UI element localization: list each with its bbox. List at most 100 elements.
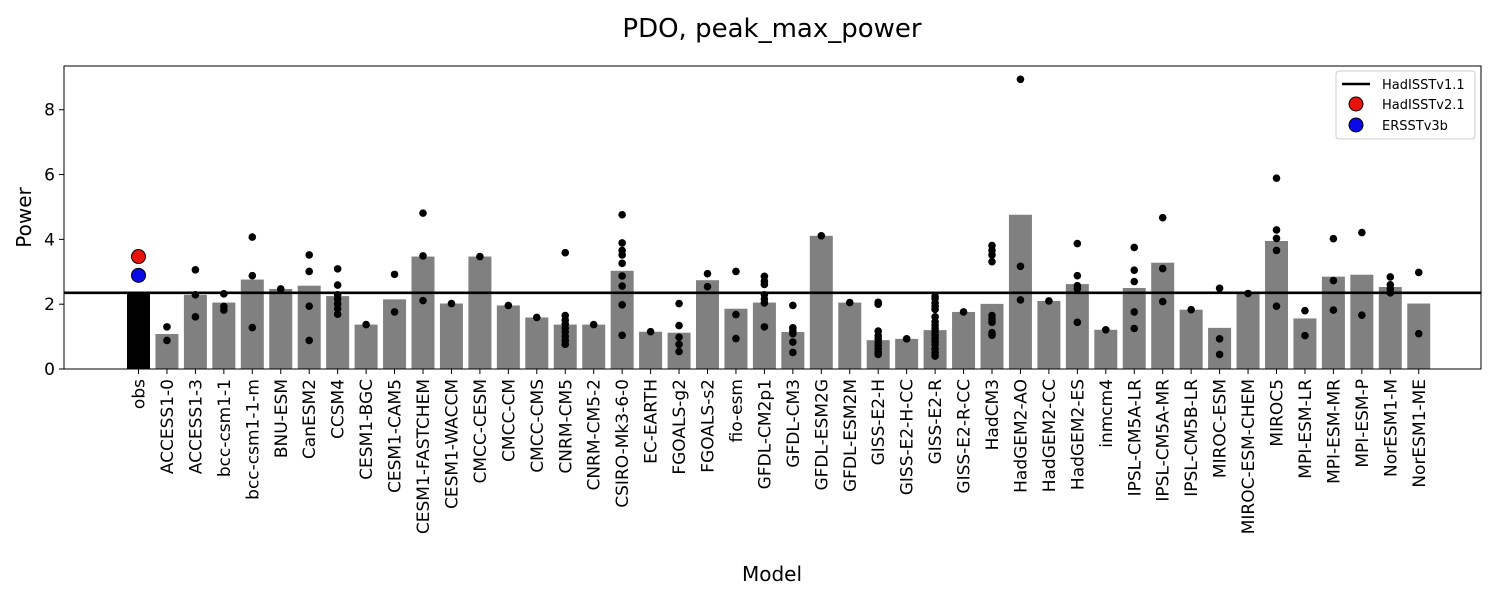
x-axis: obs ACCESS1-0 ACCESS1-3 bcc-csm1-1 bcc-csm1-… [130, 369, 1430, 534]
bar-noresm1-m [1378, 287, 1402, 369]
member-point-csiro-mk3-6-0-5 [618, 259, 626, 268]
y-tick-label-6: 6 [44, 166, 55, 186]
x-tick-label-mpi-esm-p: MPI-ESM-P [1353, 379, 1373, 468]
x-tick-label-cmcc-cesm: CMCC-CESM [471, 379, 491, 483]
member-point-gfdl-cm3-5 [789, 338, 797, 346]
legend: HadISSTv1.1 HadISSTv2.1 ERSSTv3b [1335, 70, 1476, 140]
legend-marker-hadisst-v2-1 [1348, 96, 1364, 112]
x-tick-label-fio-esm: fio-esm [727, 379, 747, 442]
member-point-gfdl-cm2p1-3 [760, 280, 769, 289]
bar-cesm1-bgc [354, 324, 378, 369]
x-tick-label-miroc5: MIROC5 [1268, 379, 1288, 447]
legend-label-hadisst-v2-1: HadISSTv2.1 [1382, 98, 1465, 113]
member-point-cesm1-bgc-1 [362, 320, 370, 329]
member-point-hadcm3-3 [988, 251, 996, 259]
x-tick-label-inmcm4: inmcm4 [1097, 379, 1117, 448]
member-point-canesm2-3 [305, 302, 314, 310]
bar-access1-0 [155, 334, 179, 369]
x-tick-label-miroc-esm: MIROC-ESM [1211, 379, 1231, 478]
obs-markers [131, 249, 146, 283]
member-point-hadgem2-es-5 [1073, 318, 1082, 327]
member-point-hadgem2-ao-1 [1016, 75, 1025, 84]
member-point-csiro-mk3-6-0-2 [618, 239, 626, 247]
y-axis: 0 2 4 6 8 [44, 101, 64, 380]
bar-bcc-csm1-1 [212, 302, 236, 369]
chart-title: PDO, peak_max_power [622, 14, 922, 44]
bar-ec-earth [639, 331, 663, 369]
x-tick-label-bcc-csm1-1: bcc-csm1-1 [215, 379, 235, 477]
member-point-access1-0-1 [163, 323, 171, 331]
member-point-ipsl-cm5b-lr-1 [1187, 305, 1195, 314]
x-tick-label-fgoals-g2: FGOALS-g2 [670, 379, 690, 475]
member-point-miroc-esm-2 [1215, 335, 1224, 343]
member-point-cesm1-fastchem-2 [419, 252, 427, 260]
bar-mpi-esm-p [1350, 274, 1374, 369]
plot-area [63, 65, 1482, 370]
member-point-miroc-esm-1 [1215, 284, 1224, 293]
member-point-ipsl-cm5a-mr-1 [1158, 213, 1167, 222]
y-tick-label-8: 8 [44, 101, 55, 121]
member-point-gfdl-cm3-4 [789, 329, 797, 338]
legend-frame [1335, 70, 1476, 140]
member-point-access1-3-3 [191, 313, 200, 321]
member-point-cnrm-cm5-2-1 [589, 320, 598, 329]
member-point-fio-esm-2 [732, 310, 740, 319]
member-point-giss-e2-r-17 [931, 352, 939, 360]
member-point-cmcc-cesm-1 [476, 252, 484, 261]
x-tick-label-hadcm3: HadCM3 [983, 379, 1003, 450]
member-point-gfdl-cm3-1 [789, 301, 797, 310]
member-point-cnrm-cm5-1 [561, 248, 570, 257]
member-point-hadcm3-7 [988, 318, 996, 327]
member-point-canesm2-1 [305, 251, 314, 259]
member-point-ipsl-cm5a-lr-4 [1130, 308, 1139, 316]
member-point-fgoals-s2-2 [703, 282, 712, 291]
bar-cesm1-fastchem [411, 256, 435, 369]
plot-frame [63, 65, 1482, 370]
x-tick-label-miroc-esm-chem: MIROC-ESM-CHEM [1239, 379, 1259, 534]
member-point-miroc-esm-3 [1215, 350, 1224, 359]
member-point-fgoals-g2-5 [675, 347, 683, 356]
x-tick-label-csiro-mk3-6-0: CSIRO-Mk3-6-0 [613, 379, 633, 508]
bar-cmcc-cm [496, 305, 520, 369]
member-points [163, 75, 1423, 360]
y-tick-label-0: 0 [44, 360, 55, 380]
member-point-ipsl-cm5a-lr-5 [1130, 324, 1139, 333]
member-point-mpi-esm-mr-3 [1329, 306, 1338, 314]
x-tick-label-bcc-csm1-1-m: bcc-csm1-1-m [243, 379, 263, 500]
member-point-gfdl-cm2p1-6 [760, 299, 769, 307]
member-point-fio-esm-1 [732, 267, 740, 276]
bar-giss-e2-r-cc [952, 311, 976, 369]
bar-ipsl-cm5b-lr [1179, 309, 1203, 369]
member-point-mpi-esm-p-1 [1358, 228, 1366, 237]
x-tick-label-bnu-esm: BNU-ESM [272, 379, 292, 458]
member-point-csiro-mk3-6-0-4 [618, 251, 626, 259]
member-point-cmcc-cm-1 [504, 301, 513, 310]
x-tick-label-gfdl-cm3: GFDL-CM3 [784, 379, 804, 468]
x-tick-label-cmcc-cms: CMCC-CMS [528, 379, 548, 473]
x-tick-label-giss-e2-r: GISS-E2-R [926, 379, 946, 465]
member-point-miroc5-5 [1272, 302, 1281, 310]
bar-giss-e2-h-cc [895, 338, 919, 369]
member-point-fgoals-g2-4 [675, 340, 683, 349]
member-point-miroc5-3 [1272, 234, 1281, 243]
legend-label-hadisst-v1-1: HadISSTv1.1 [1382, 78, 1465, 93]
member-point-fgoals-g2-3 [675, 333, 683, 342]
member-point-mpi-esm-mr-1 [1329, 234, 1338, 243]
x-tick-label-giss-e2-r-cc: GISS-E2-R-CC [955, 379, 975, 494]
member-point-mpi-esm-lr-2 [1301, 331, 1309, 340]
member-point-hadgem2-ao-2 [1016, 262, 1025, 271]
member-point-giss-e2-h-2 [874, 300, 882, 308]
member-point-noresm1-me-2 [1414, 329, 1423, 338]
member-point-gfdl-esm2m-1 [845, 298, 854, 307]
bar-gfdl-esm2g [809, 235, 833, 369]
member-point-cesm1-cam5-1 [390, 270, 399, 279]
member-point-hadcm3-9 [988, 331, 996, 340]
member-point-fio-esm-3 [732, 334, 740, 343]
y-tick-label-2: 2 [44, 295, 55, 315]
member-point-access1-3-1 [191, 266, 200, 274]
bar-mpi-esm-mr [1321, 276, 1345, 369]
member-point-giss-e2-h-10 [874, 350, 882, 359]
x-tick-label-ccsm4: CCSM4 [329, 379, 349, 439]
x-tick-label-ipsl-cm5b-lr: IPSL-CM5B-LR [1182, 379, 1202, 497]
